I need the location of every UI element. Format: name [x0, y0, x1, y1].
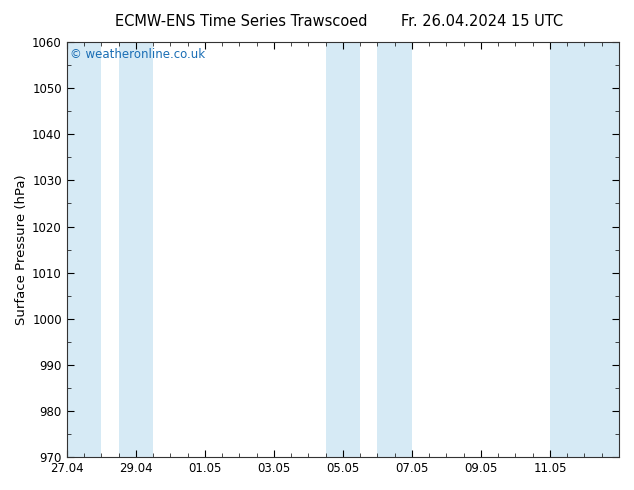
Text: ECMW-ENS Time Series Trawscoed: ECMW-ENS Time Series Trawscoed [115, 14, 367, 29]
Text: Fr. 26.04.2024 15 UTC: Fr. 26.04.2024 15 UTC [401, 14, 563, 29]
Bar [377, 42, 412, 457]
Bar [550, 42, 619, 457]
Bar [119, 42, 153, 457]
Bar [67, 42, 101, 457]
Bar [326, 42, 360, 457]
Y-axis label: Surface Pressure (hPa): Surface Pressure (hPa) [15, 174, 28, 325]
Text: © weatheronline.co.uk: © weatheronline.co.uk [70, 49, 205, 61]
